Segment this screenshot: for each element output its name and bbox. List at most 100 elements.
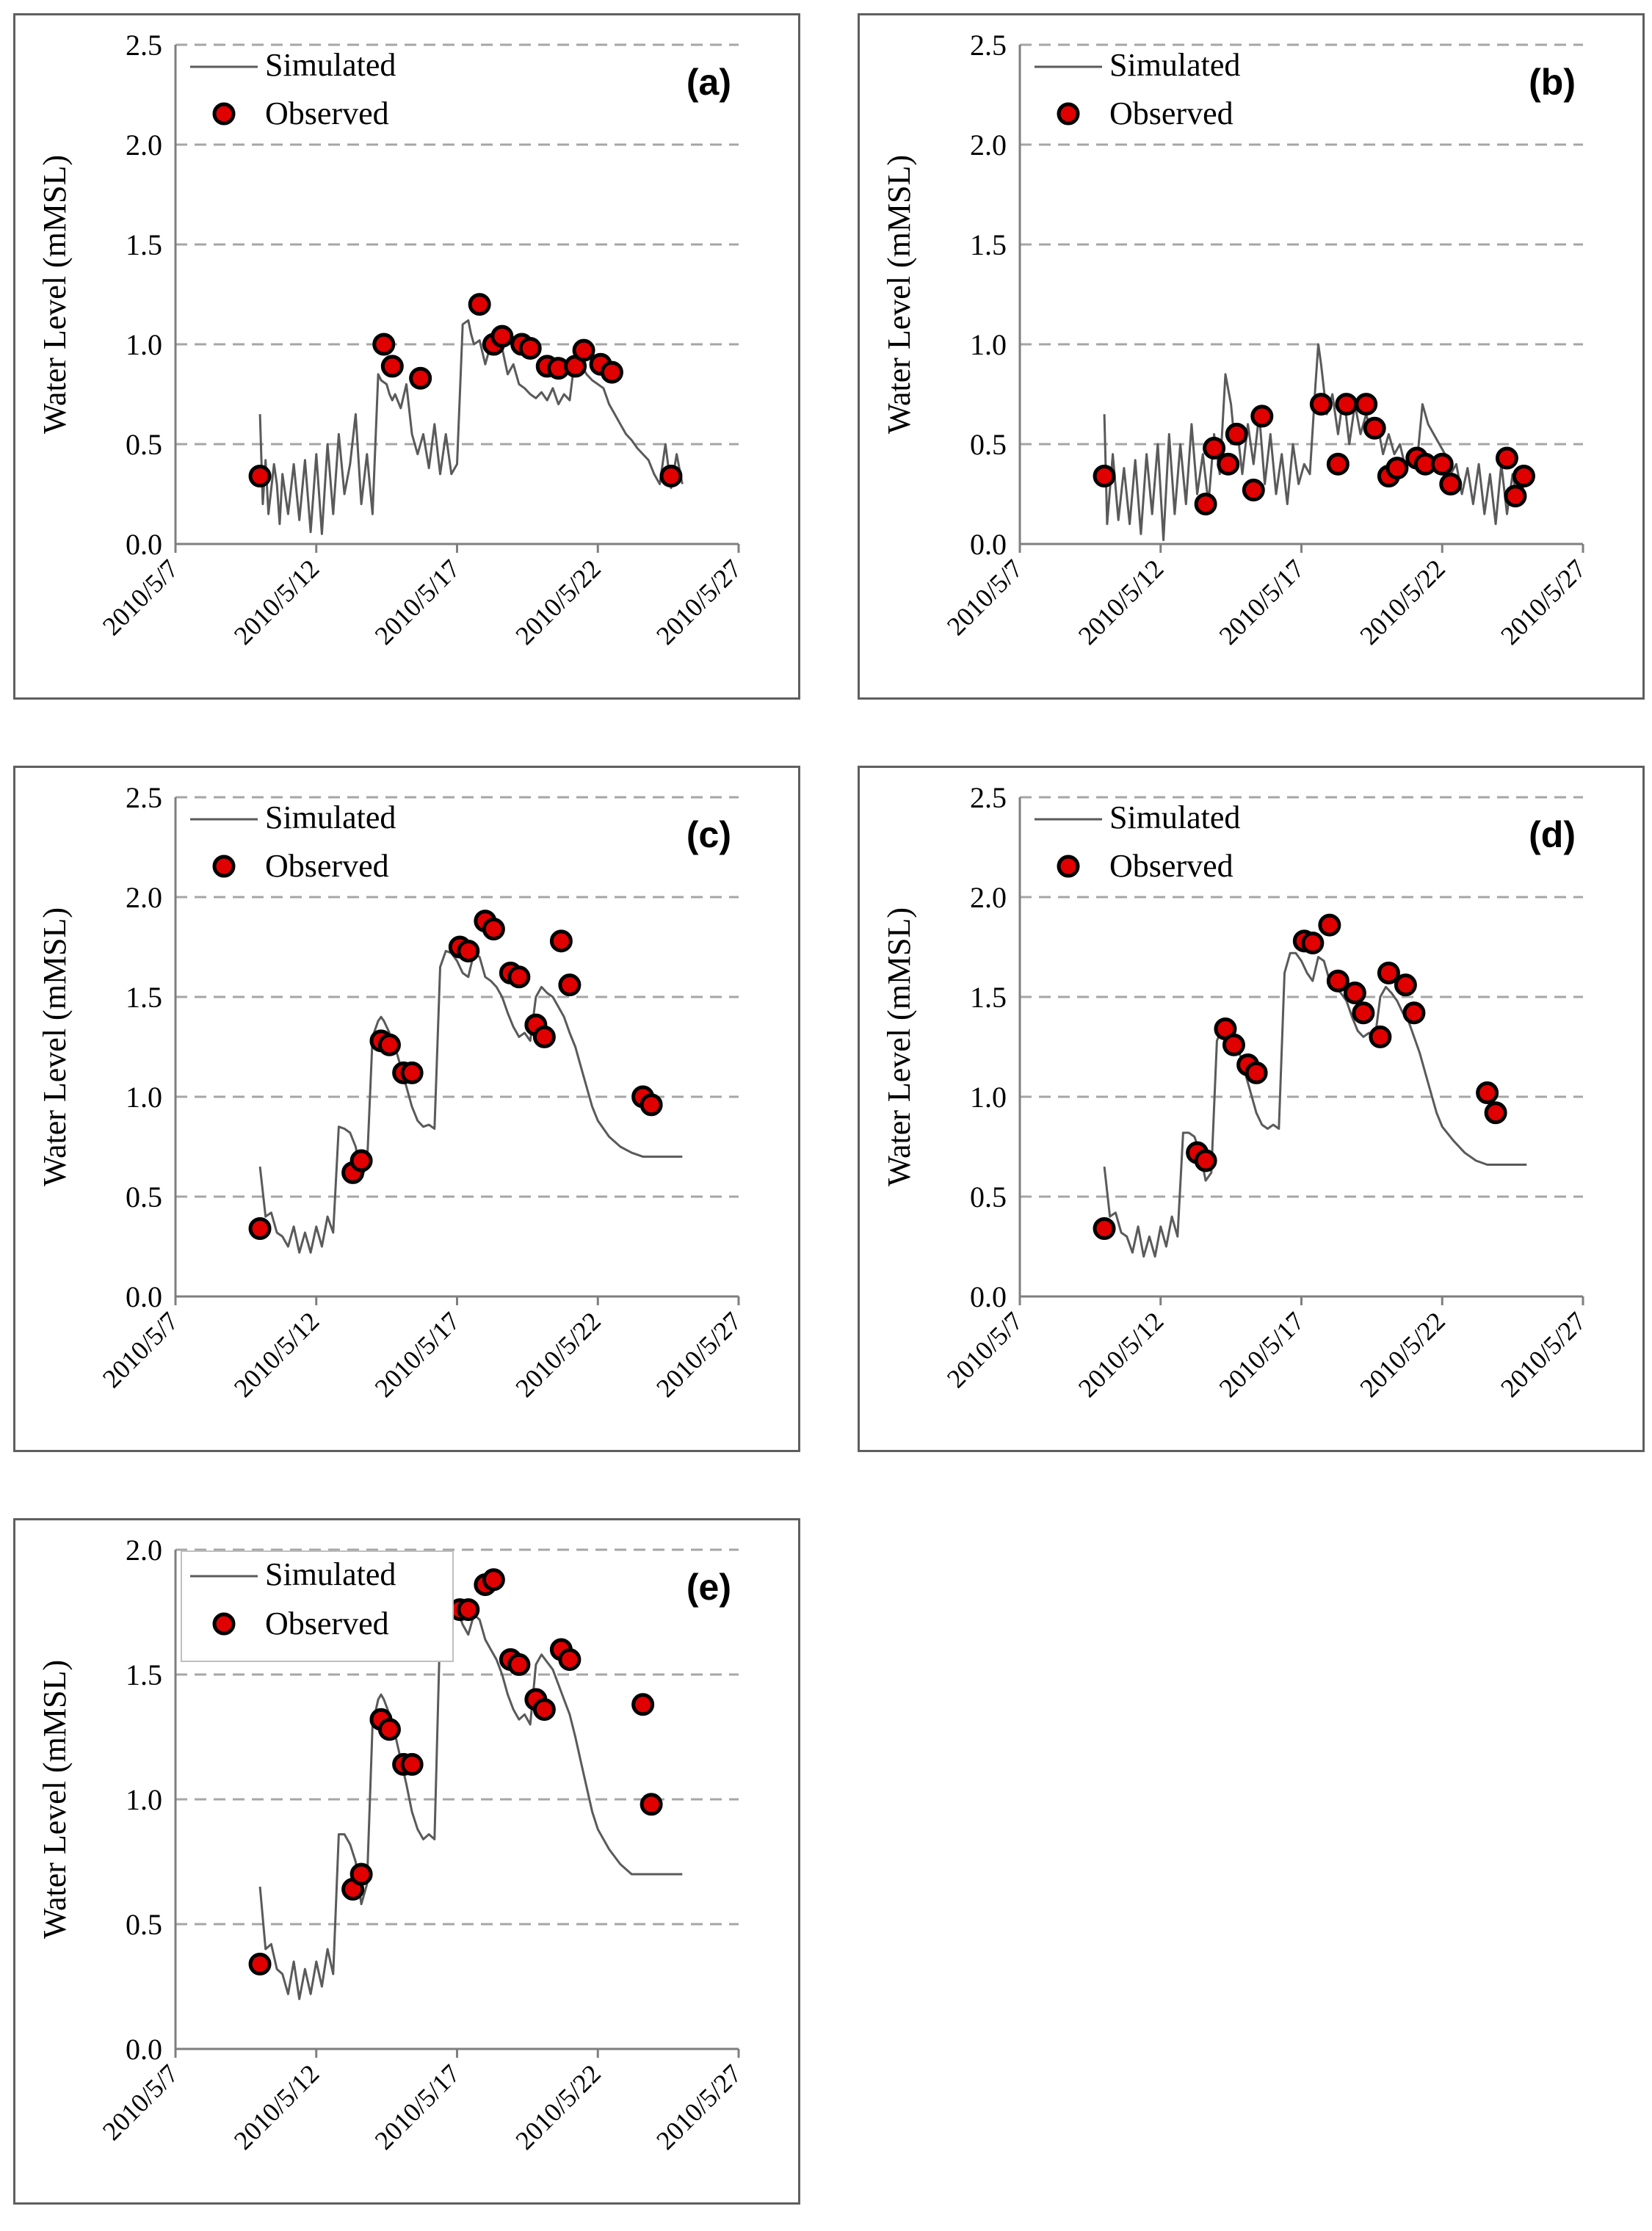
simulated-series-line — [258, 319, 684, 535]
legend-simulated-label: Simulated — [265, 47, 396, 83]
observed-point — [1512, 465, 1535, 488]
legend-box — [181, 1550, 454, 1662]
x-tick-label: 2010/5/27 — [1495, 1306, 1592, 1403]
y-axis-title: Water Level (mMSL) — [37, 155, 73, 434]
observed-point — [1093, 465, 1116, 488]
y-tick-label: 2.5 — [970, 29, 1007, 62]
x-tick-label: 2010/5/17 — [369, 2058, 466, 2155]
observed-point — [1363, 416, 1386, 440]
chart-panel-b: 0.0 0.5 1.0 1.5 2.0 2.5 2010/5/7 2010/5/12 2010/… — [858, 13, 1645, 700]
observed-point — [1352, 1001, 1375, 1025]
x-tick-label: 2010/5/27 — [651, 2058, 747, 2155]
observed-point — [532, 1025, 556, 1048]
legend: Simulated Observed — [190, 47, 396, 131]
observed-point — [1318, 913, 1341, 937]
x-tick-label: 2010/5/17 — [1214, 1306, 1311, 1403]
x-tick-label: 2010/5/17 — [1214, 554, 1311, 650]
x-tick-label: 2010/5/7 — [97, 2058, 184, 2146]
observed-point — [482, 1568, 505, 1592]
observed-point — [558, 973, 582, 997]
chart-svg: 0.0 0.5 1.0 1.5 2.0 2010/5/7 2010/5/12 2010/5/1… — [37, 1534, 747, 2155]
observed-point — [490, 324, 514, 348]
legend-simulated-label: Simulated — [1109, 799, 1240, 835]
x-tick-label: 2010/5/22 — [510, 554, 606, 650]
observed-point — [400, 1752, 424, 1776]
observed-point — [409, 366, 432, 390]
legend-observed-label: Observed — [265, 1606, 389, 1641]
observed-point — [549, 929, 573, 953]
observed-point — [377, 1718, 401, 1741]
observed-point — [1377, 961, 1400, 984]
observed-point — [1093, 1217, 1116, 1241]
observed-point — [248, 465, 272, 488]
observed-point — [1217, 452, 1240, 476]
observed-point — [631, 1693, 655, 1716]
x-tick-label: 2010/5/12 — [1073, 1306, 1170, 1403]
y-axis-title: Water Level (mMSL) — [37, 907, 73, 1186]
observed-point — [1476, 1081, 1499, 1105]
panel-label: (d) — [1529, 814, 1576, 855]
y-tick-label: 0.5 — [126, 1180, 162, 1214]
observed-point — [1194, 493, 1217, 516]
observed-point — [1225, 422, 1248, 446]
simulated-series-line — [1103, 951, 1527, 1258]
observed-point — [377, 1033, 401, 1056]
observed-point — [1203, 436, 1226, 460]
y-tick-label: 2.5 — [126, 781, 162, 814]
observed-point — [457, 1598, 480, 1622]
observed-point — [1394, 973, 1417, 997]
observed-point — [659, 465, 683, 488]
x-tick-label: 2010/5/27 — [651, 554, 747, 650]
observed-point — [1301, 932, 1325, 955]
y-tick-label: 0.5 — [970, 1180, 1007, 1214]
y-tick-label: 1.5 — [970, 981, 1007, 1014]
x-tick-label: 2010/5/22 — [1354, 1306, 1451, 1403]
observed-point — [558, 1648, 582, 1672]
x-tick-label: 2010/5/7 — [97, 1306, 184, 1393]
y-tick-label: 2.0 — [126, 881, 162, 914]
legend-simulated-label: Simulated — [265, 1556, 396, 1592]
y-tick-label: 1.5 — [126, 228, 162, 261]
y-tick-label: 0.0 — [126, 528, 162, 561]
x-tick-label: 2010/5/7 — [941, 1306, 1029, 1393]
legend: Simulated Observed — [1035, 799, 1240, 884]
observed-point — [1326, 969, 1350, 993]
legend: Simulated Observed — [181, 1550, 454, 1662]
y-axis-title: Water Level (mMSL) — [881, 907, 917, 1186]
panel-label: (c) — [686, 814, 731, 855]
observed-point — [1402, 1001, 1426, 1025]
legend-observed-swatch — [212, 102, 236, 126]
observed-point — [349, 1862, 373, 1886]
simulated-series-line — [1103, 343, 1525, 542]
legend-simulated-label: Simulated — [1109, 47, 1240, 83]
observed-point — [1484, 1101, 1507, 1125]
legend-observed-swatch — [212, 1612, 236, 1636]
x-tick-label: 2010/5/12 — [228, 554, 325, 650]
observed-point — [248, 1217, 272, 1241]
chart-svg: 0.0 0.5 1.0 1.5 2.0 2.5 2010/5/7 2010/5/12 2010/… — [881, 29, 1592, 650]
x-tick-label: 2010/5/12 — [1073, 554, 1170, 650]
x-tick-label: 2010/5/22 — [1354, 554, 1451, 650]
observed-point — [372, 333, 396, 356]
y-tick-label: 0.0 — [126, 2033, 162, 2066]
y-tick-label: 1.5 — [970, 228, 1007, 261]
observed-point — [600, 360, 623, 384]
x-tick-label: 2010/5/7 — [941, 554, 1029, 641]
x-tick-label: 2010/5/27 — [1495, 554, 1592, 650]
observed-point — [1343, 982, 1366, 1005]
chart-panel-d: 0.0 0.5 1.0 1.5 2.0 2.5 2010/5/7 2010/5/12 2010/… — [858, 766, 1645, 1452]
x-tick-label: 2010/5/17 — [369, 1306, 466, 1403]
observed-point — [457, 939, 480, 962]
x-tick-label: 2010/5/12 — [228, 2058, 325, 2155]
y-tick-label: 1.5 — [126, 1658, 162, 1691]
chart-svg: 0.0 0.5 1.0 1.5 2.0 2.5 2010/5/7 2010/5/12 2010/… — [37, 29, 747, 650]
y-tick-label: 2.5 — [126, 29, 162, 62]
observed-point — [507, 965, 531, 989]
chart-panel-c: 0.0 0.5 1.0 1.5 2.0 2.5 2010/5/7 2010/5/12 2010/… — [13, 766, 800, 1452]
chart-svg: 0.0 0.5 1.0 1.5 2.0 2.5 2010/5/7 2010/5/12 2010/… — [881, 781, 1592, 1403]
observed-point — [248, 1952, 272, 1976]
legend-observed-label: Observed — [1109, 95, 1233, 131]
y-tick-label: 0.5 — [970, 428, 1007, 461]
x-tick-label: 2010/5/22 — [510, 2058, 606, 2155]
y-tick-label: 0.0 — [970, 1280, 1007, 1313]
